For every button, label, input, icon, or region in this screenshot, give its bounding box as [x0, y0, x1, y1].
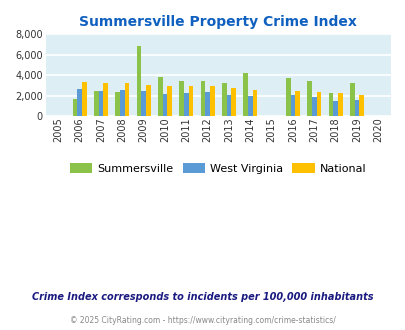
Bar: [167, 86, 172, 116]
Bar: [252, 90, 257, 116]
Bar: [231, 88, 235, 116]
Bar: [205, 92, 209, 116]
Bar: [290, 95, 294, 116]
Bar: [188, 86, 193, 116]
Bar: [285, 78, 290, 116]
Bar: [354, 100, 358, 116]
Bar: [358, 95, 363, 116]
Bar: [146, 85, 150, 116]
Bar: [119, 90, 124, 116]
Bar: [349, 83, 354, 116]
Bar: [94, 91, 98, 116]
Bar: [307, 81, 311, 116]
Bar: [294, 91, 299, 116]
Bar: [141, 90, 146, 116]
Bar: [333, 101, 337, 116]
Text: © 2025 CityRating.com - https://www.cityrating.com/crime-statistics/: © 2025 CityRating.com - https://www.city…: [70, 315, 335, 325]
Bar: [98, 90, 103, 116]
Bar: [183, 93, 188, 116]
Bar: [179, 81, 183, 116]
Bar: [328, 92, 333, 116]
Bar: [337, 93, 342, 116]
Text: Crime Index corresponds to incidents per 100,000 inhabitants: Crime Index corresponds to incidents per…: [32, 292, 373, 302]
Bar: [311, 97, 316, 116]
Bar: [158, 77, 162, 116]
Bar: [247, 96, 252, 116]
Bar: [209, 86, 214, 116]
Bar: [82, 82, 87, 116]
Legend: Summersville, West Virginia, National: Summersville, West Virginia, National: [65, 158, 370, 178]
Bar: [136, 46, 141, 116]
Bar: [72, 99, 77, 116]
Bar: [200, 81, 205, 116]
Bar: [162, 94, 167, 116]
Bar: [103, 83, 108, 116]
Title: Summersville Property Crime Index: Summersville Property Crime Index: [79, 15, 356, 29]
Bar: [226, 95, 231, 116]
Bar: [316, 91, 320, 116]
Bar: [77, 89, 82, 116]
Bar: [222, 83, 226, 116]
Bar: [124, 83, 129, 116]
Bar: [115, 91, 119, 116]
Bar: [243, 73, 247, 116]
